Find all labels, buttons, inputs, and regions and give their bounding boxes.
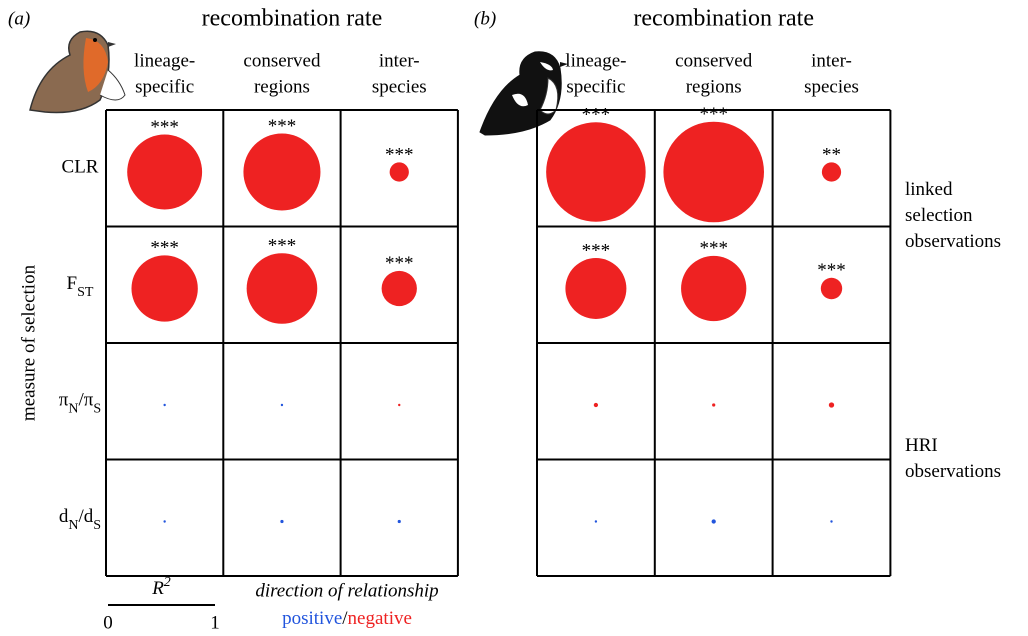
bubble: [280, 403, 284, 407]
text-part: CLR: [62, 157, 99, 178]
panel-label: (b): [474, 8, 496, 29]
column-label: lineage-: [134, 50, 195, 71]
bubble: [398, 403, 401, 407]
chart-title: recombination rate: [633, 6, 814, 32]
text-part: ST: [77, 284, 94, 299]
column-label: species: [372, 76, 427, 97]
annotation: observations: [905, 231, 1001, 252]
bubble: [712, 403, 716, 407]
size-tick-label: 0: [103, 612, 113, 633]
column-label: conserved: [243, 50, 321, 71]
bubble: [830, 520, 833, 523]
significance-label: **: [822, 145, 841, 166]
bubble: [821, 162, 842, 182]
bubble: [163, 520, 166, 523]
bubble: [593, 402, 599, 408]
column-label: conserved: [675, 50, 753, 71]
significance-label: ***: [268, 116, 297, 137]
bubble: [246, 253, 318, 324]
text-part: 2: [164, 575, 171, 590]
bubble: [389, 162, 409, 182]
bubble: [681, 255, 747, 322]
y-axis-label: measure of selection: [18, 264, 39, 421]
annotation: observations: [905, 461, 1001, 482]
legend-entry: positive: [282, 608, 342, 629]
text-part: N: [68, 401, 78, 416]
bubble: [131, 255, 198, 322]
column-label: regions: [254, 76, 310, 97]
text-part: /π: [79, 390, 94, 411]
text-part: S: [93, 517, 101, 532]
legend: positive/negative: [282, 608, 412, 629]
significance-label: ***: [699, 238, 728, 259]
column-label: specific: [135, 76, 194, 97]
bubble: [381, 270, 417, 307]
column-label: specific: [566, 76, 625, 97]
text-part: F: [67, 273, 78, 294]
flycatcher-icon: [479, 51, 568, 136]
bubble: [163, 403, 166, 407]
column-label: regions: [686, 76, 742, 97]
row-label: FST: [67, 273, 94, 299]
text-part: N: [68, 517, 78, 532]
significance-label: ***: [150, 117, 179, 138]
bubble: [127, 134, 203, 210]
bubble: [280, 519, 284, 524]
legend-title: direction of relationship: [255, 580, 438, 601]
text-part: /d: [79, 506, 94, 527]
bubble: [565, 258, 627, 319]
chart-title: recombination rate: [202, 6, 383, 32]
text-part: S: [93, 401, 101, 416]
legend-entry: /: [342, 608, 348, 629]
bubble: [663, 121, 764, 223]
row-label: CLR: [62, 157, 99, 178]
column-label: species: [804, 76, 859, 97]
size-legend-title: R2: [151, 575, 171, 600]
bubble: [828, 402, 835, 408]
significance-label: ***: [817, 260, 846, 281]
significance-label: ***: [385, 145, 414, 166]
bubble: [397, 519, 401, 524]
significance-label: ***: [582, 105, 611, 126]
bubble: [711, 519, 716, 524]
panel-label: (a): [8, 8, 30, 29]
significance-label: ***: [699, 104, 728, 125]
column-label: inter-: [379, 50, 420, 71]
significance-label: ***: [150, 238, 179, 259]
row-label: dN/dS: [59, 506, 101, 532]
row-label: πN/πS: [59, 390, 101, 416]
column-label: lineage-: [565, 50, 626, 71]
text-part: R: [151, 578, 164, 599]
annotation: HRI: [905, 435, 938, 456]
bubble: [546, 122, 646, 222]
robin-icon: [29, 30, 126, 114]
significance-label: ***: [385, 253, 414, 274]
bubble: [594, 520, 598, 523]
significance-label: ***: [268, 236, 297, 257]
text-part: π: [59, 390, 69, 411]
size-tick-label: 1: [210, 612, 220, 633]
annotation: linked: [905, 179, 953, 200]
text-part: d: [59, 506, 69, 527]
bubble: [243, 133, 321, 211]
annotation: selection: [905, 205, 973, 226]
legend-entry: negative: [348, 608, 412, 629]
bubble: [820, 277, 843, 300]
significance-label: ***: [582, 240, 611, 261]
column-label: inter-: [811, 50, 852, 71]
